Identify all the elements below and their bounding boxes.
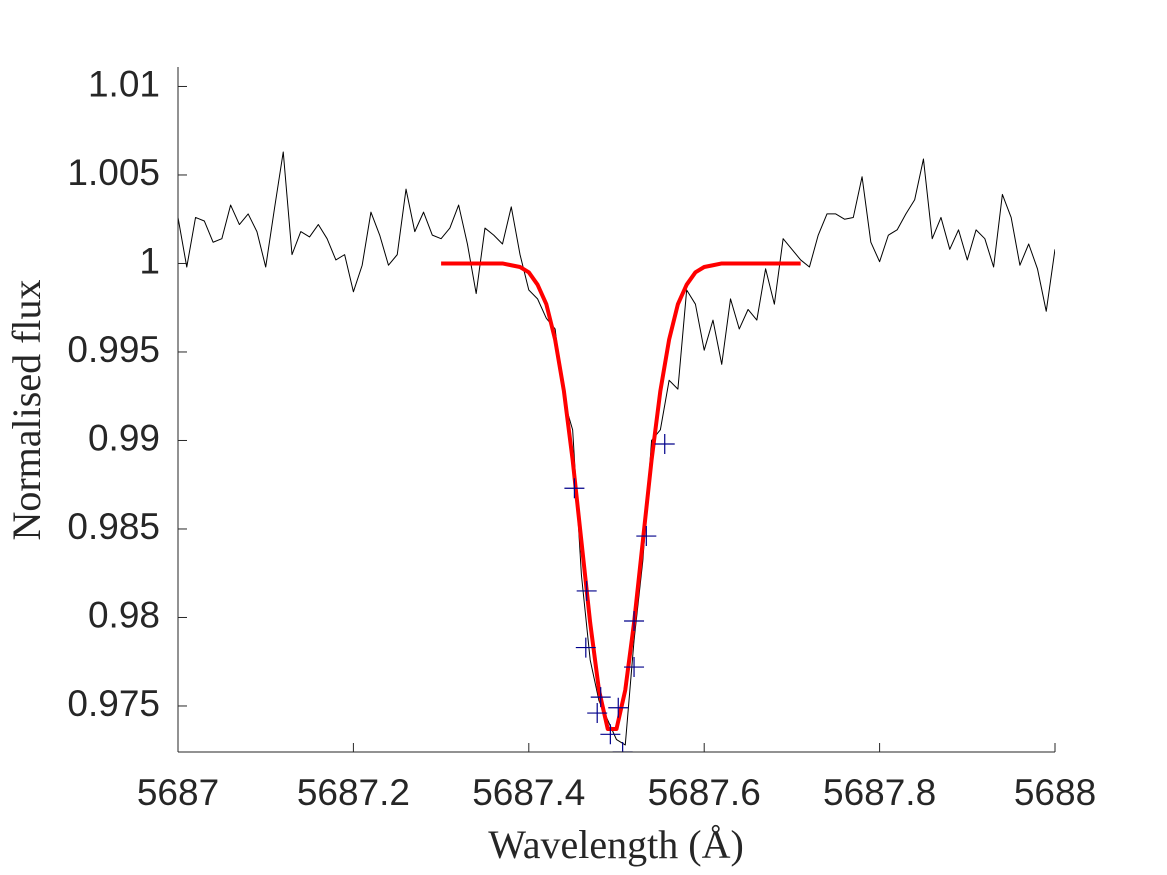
data-line	[441, 261, 801, 731]
y-tick-label: 0.995	[67, 329, 160, 370]
plot-area	[178, 151, 1055, 752]
x-tick-label: 5687.6	[648, 772, 761, 813]
data-point	[624, 657, 645, 678]
y-tick-label: 0.99	[88, 417, 160, 458]
data-point	[564, 478, 585, 499]
data-line	[178, 151, 1055, 746]
data-point	[600, 724, 621, 745]
data-point	[624, 611, 645, 632]
x-tick-label: 5687	[137, 772, 219, 813]
x-tick-label: 5687.4	[472, 772, 585, 813]
y-tick-label: 1.005	[67, 152, 160, 193]
data-point	[608, 697, 629, 718]
data-point	[654, 434, 675, 455]
data-point	[590, 687, 611, 708]
data-point	[612, 742, 633, 752]
data-point	[587, 703, 608, 724]
data-point	[575, 637, 596, 658]
y-tick-label: 0.98	[88, 594, 160, 635]
x-tick-label: 5688	[1014, 772, 1096, 813]
y-tick-label: 0.975	[67, 683, 160, 724]
y-axis-label: Normalised flux	[4, 279, 49, 540]
data-point	[576, 580, 597, 601]
y-tick-label: 1	[139, 240, 160, 281]
x-axis-label: Wavelength (Å)	[488, 822, 744, 867]
x-tick-label: 5687.2	[297, 772, 410, 813]
data-point	[636, 526, 657, 547]
y-tick-label: 1.01	[88, 63, 160, 104]
x-tick-label: 5687.8	[823, 772, 936, 813]
y-tick-label: 0.985	[67, 506, 160, 547]
